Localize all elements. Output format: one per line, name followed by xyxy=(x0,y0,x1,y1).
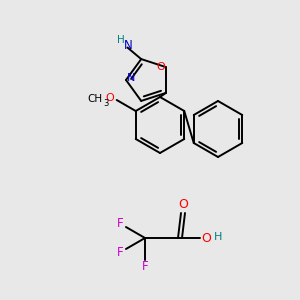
Text: H: H xyxy=(116,34,124,44)
Text: O: O xyxy=(105,93,114,103)
Text: H: H xyxy=(214,232,222,242)
Text: N: N xyxy=(127,73,135,83)
Text: 3: 3 xyxy=(103,100,108,109)
Text: N: N xyxy=(124,39,133,52)
Text: O: O xyxy=(156,62,165,72)
Text: CH: CH xyxy=(87,94,102,104)
Text: O: O xyxy=(201,232,211,244)
Text: F: F xyxy=(117,217,123,230)
Text: O: O xyxy=(178,199,188,212)
Text: F: F xyxy=(117,246,123,259)
Text: F: F xyxy=(142,260,148,274)
